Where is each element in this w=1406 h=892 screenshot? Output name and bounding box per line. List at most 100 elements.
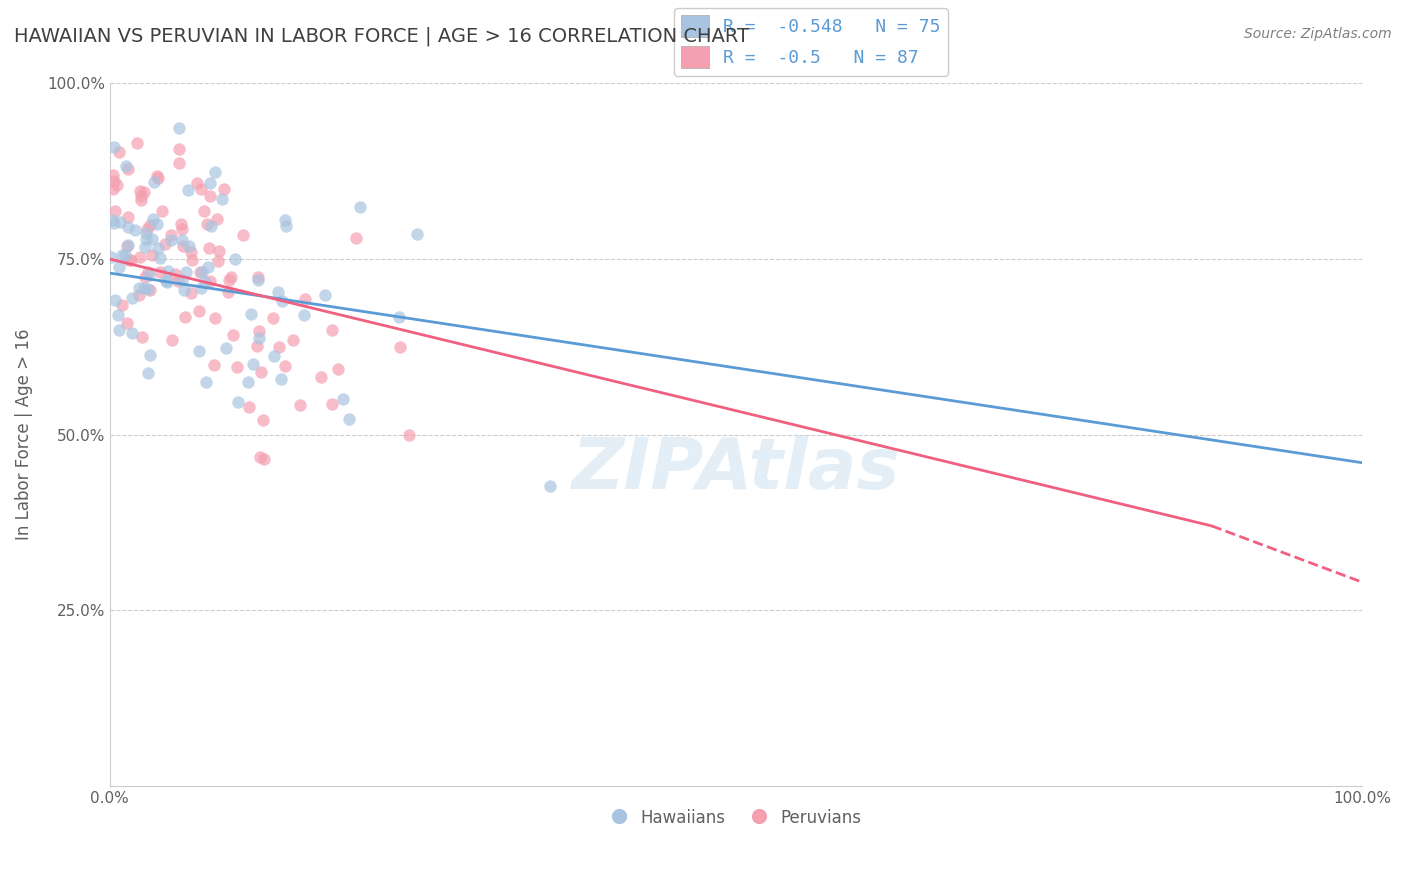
Point [187,303,209,318]
Point [262,311,284,326]
Point [108,260,131,274]
Point [166,274,188,288]
Point [195,218,218,232]
Point [180,244,202,259]
Point [198,189,221,203]
Point [200,176,222,190]
Point [149,265,172,279]
Point [242,357,264,371]
Point [145,217,167,231]
Point [170,222,193,236]
Point [172,239,194,253]
Point [246,339,269,353]
Point [149,251,172,265]
Point [114,248,136,262]
Point [180,285,202,300]
Point [138,268,160,282]
Point [202,358,225,372]
Point [271,294,294,309]
Point [139,218,162,232]
Point [148,241,170,255]
Point [107,145,129,159]
Point [155,275,177,289]
Point [207,254,229,268]
Point [274,359,297,373]
Point [193,203,215,218]
Point [121,291,143,305]
Point [136,282,159,296]
Point [188,265,211,279]
Point [270,372,292,386]
Point [173,310,195,324]
Point [344,231,367,245]
Point [252,413,274,427]
Point [103,293,125,308]
Point [269,340,291,354]
Point [218,273,240,287]
Point [103,169,125,183]
Point [294,308,316,322]
Point [276,219,298,234]
Point [263,349,285,363]
Point [332,392,354,406]
Point [239,307,262,321]
Point [211,192,233,206]
Point [538,479,561,493]
Point [120,252,142,267]
Point [129,188,152,202]
Point [190,281,212,295]
Point [200,219,222,234]
Point [222,327,245,342]
Point [135,231,157,245]
Point [398,428,420,442]
Point [188,343,211,358]
Point [204,310,226,325]
Point [294,293,316,307]
Point [121,326,143,341]
Point [146,171,169,186]
Point [176,265,198,279]
Point [134,269,156,284]
Point [212,182,235,196]
Point [224,252,246,266]
Point [103,181,125,195]
Point [139,283,162,297]
Y-axis label: In Labor Force | Age > 16: In Labor Force | Age > 16 [15,329,32,541]
Point [134,240,156,254]
Point [253,452,276,467]
Point [103,173,125,187]
Point [117,239,139,253]
Point [142,211,165,226]
Point [246,273,269,287]
Point [115,316,138,330]
Point [194,275,217,289]
Point [315,288,337,302]
Point [141,248,163,262]
Text: HAWAIIAN VS PERUVIAN IN LABOR FORCE | AGE > 16 CORRELATION CHART: HAWAIIAN VS PERUVIAN IN LABOR FORCE | AG… [14,27,749,46]
Point [117,161,139,176]
Point [117,219,139,234]
Point [181,252,204,267]
Point [198,274,221,288]
Point [131,329,153,343]
Point [103,140,125,154]
Point [225,360,247,375]
Point [108,322,131,336]
Point [281,333,304,347]
Point [160,227,183,242]
Point [134,281,156,295]
Point [136,366,159,380]
Point [105,178,128,192]
Point [388,310,411,324]
Point [197,242,219,256]
Point [238,400,260,414]
Point [247,331,270,345]
Point [150,203,173,218]
Point [170,273,193,287]
Point [128,288,150,302]
Point [179,239,201,253]
Point [143,175,166,189]
Legend: Hawaiians, Peruvians: Hawaiians, Peruvians [603,802,868,834]
Point [208,244,231,258]
Point [167,121,190,136]
